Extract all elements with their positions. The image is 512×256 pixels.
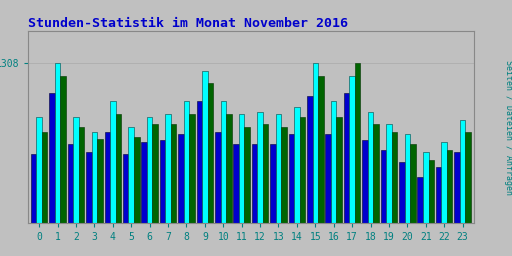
Bar [215, 132, 221, 256]
Bar [281, 127, 287, 256]
Bar [178, 134, 184, 256]
Bar [31, 154, 36, 256]
Bar [380, 150, 386, 256]
Bar [312, 63, 318, 256]
Bar [160, 140, 165, 256]
Bar [68, 144, 73, 256]
Bar [116, 114, 121, 256]
Bar [404, 134, 410, 256]
Bar [399, 162, 404, 256]
Bar [79, 127, 84, 256]
Bar [362, 140, 368, 256]
Bar [239, 114, 244, 256]
Bar [55, 63, 60, 256]
Bar [307, 97, 312, 256]
Bar [300, 117, 305, 256]
Bar [289, 134, 294, 256]
Bar [208, 83, 213, 256]
Bar [197, 101, 202, 256]
Bar [336, 117, 342, 256]
Bar [129, 127, 134, 256]
Text: Stunden-Statistik im Monat November 2016: Stunden-Statistik im Monat November 2016 [28, 17, 348, 29]
Bar [141, 142, 147, 256]
Bar [226, 114, 231, 256]
Bar [92, 132, 97, 256]
Bar [454, 152, 460, 256]
Bar [344, 93, 349, 256]
Bar [60, 76, 66, 256]
Bar [270, 144, 276, 256]
Bar [233, 144, 239, 256]
Bar [429, 160, 434, 256]
Bar [349, 76, 355, 256]
Bar [447, 150, 453, 256]
Bar [104, 132, 110, 256]
Bar [368, 112, 373, 256]
Bar [331, 101, 336, 256]
Bar [189, 114, 195, 256]
Bar [258, 112, 263, 256]
Bar [410, 144, 416, 256]
Bar [460, 120, 465, 256]
Text: Seiten / Dateien / Anfragen: Seiten / Dateien / Anfragen [504, 60, 512, 196]
Bar [134, 137, 139, 256]
Bar [465, 132, 471, 256]
Bar [252, 144, 258, 256]
Bar [153, 124, 158, 256]
Bar [110, 101, 116, 256]
Bar [49, 93, 55, 256]
Bar [42, 132, 48, 256]
Bar [436, 167, 441, 256]
Bar [73, 117, 79, 256]
Bar [171, 124, 176, 256]
Bar [423, 152, 429, 256]
Bar [373, 124, 379, 256]
Bar [86, 152, 92, 256]
Bar [97, 139, 103, 256]
Bar [417, 177, 423, 256]
Bar [386, 124, 392, 256]
Bar [276, 114, 281, 256]
Bar [326, 134, 331, 256]
Bar [392, 132, 397, 256]
Bar [221, 101, 226, 256]
Bar [318, 76, 324, 256]
Bar [165, 114, 171, 256]
Bar [441, 142, 447, 256]
Bar [202, 71, 208, 256]
Bar [355, 63, 360, 256]
Bar [184, 101, 189, 256]
Bar [294, 106, 300, 256]
Bar [147, 117, 153, 256]
Bar [244, 127, 250, 256]
Bar [263, 124, 268, 256]
Bar [123, 154, 129, 256]
Bar [36, 117, 42, 256]
